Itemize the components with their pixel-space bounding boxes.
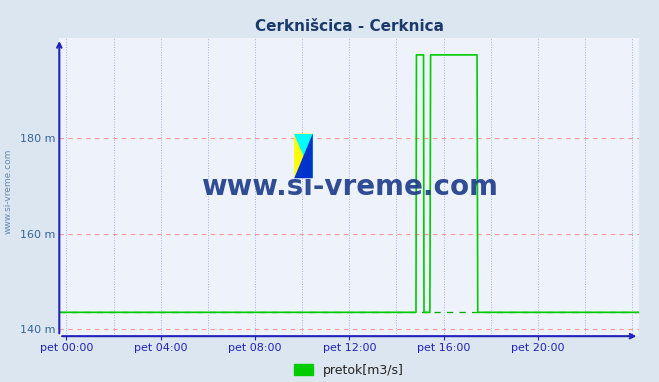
Text: www.si-vreme.com: www.si-vreme.com (201, 173, 498, 201)
Polygon shape (294, 134, 313, 178)
Title: Cerknišcica - Cerknica: Cerknišcica - Cerknica (255, 19, 444, 34)
Text: www.si-vreme.com: www.si-vreme.com (3, 148, 13, 234)
Polygon shape (294, 134, 313, 178)
Legend: pretok[m3/s]: pretok[m3/s] (289, 359, 409, 382)
Polygon shape (294, 134, 313, 178)
